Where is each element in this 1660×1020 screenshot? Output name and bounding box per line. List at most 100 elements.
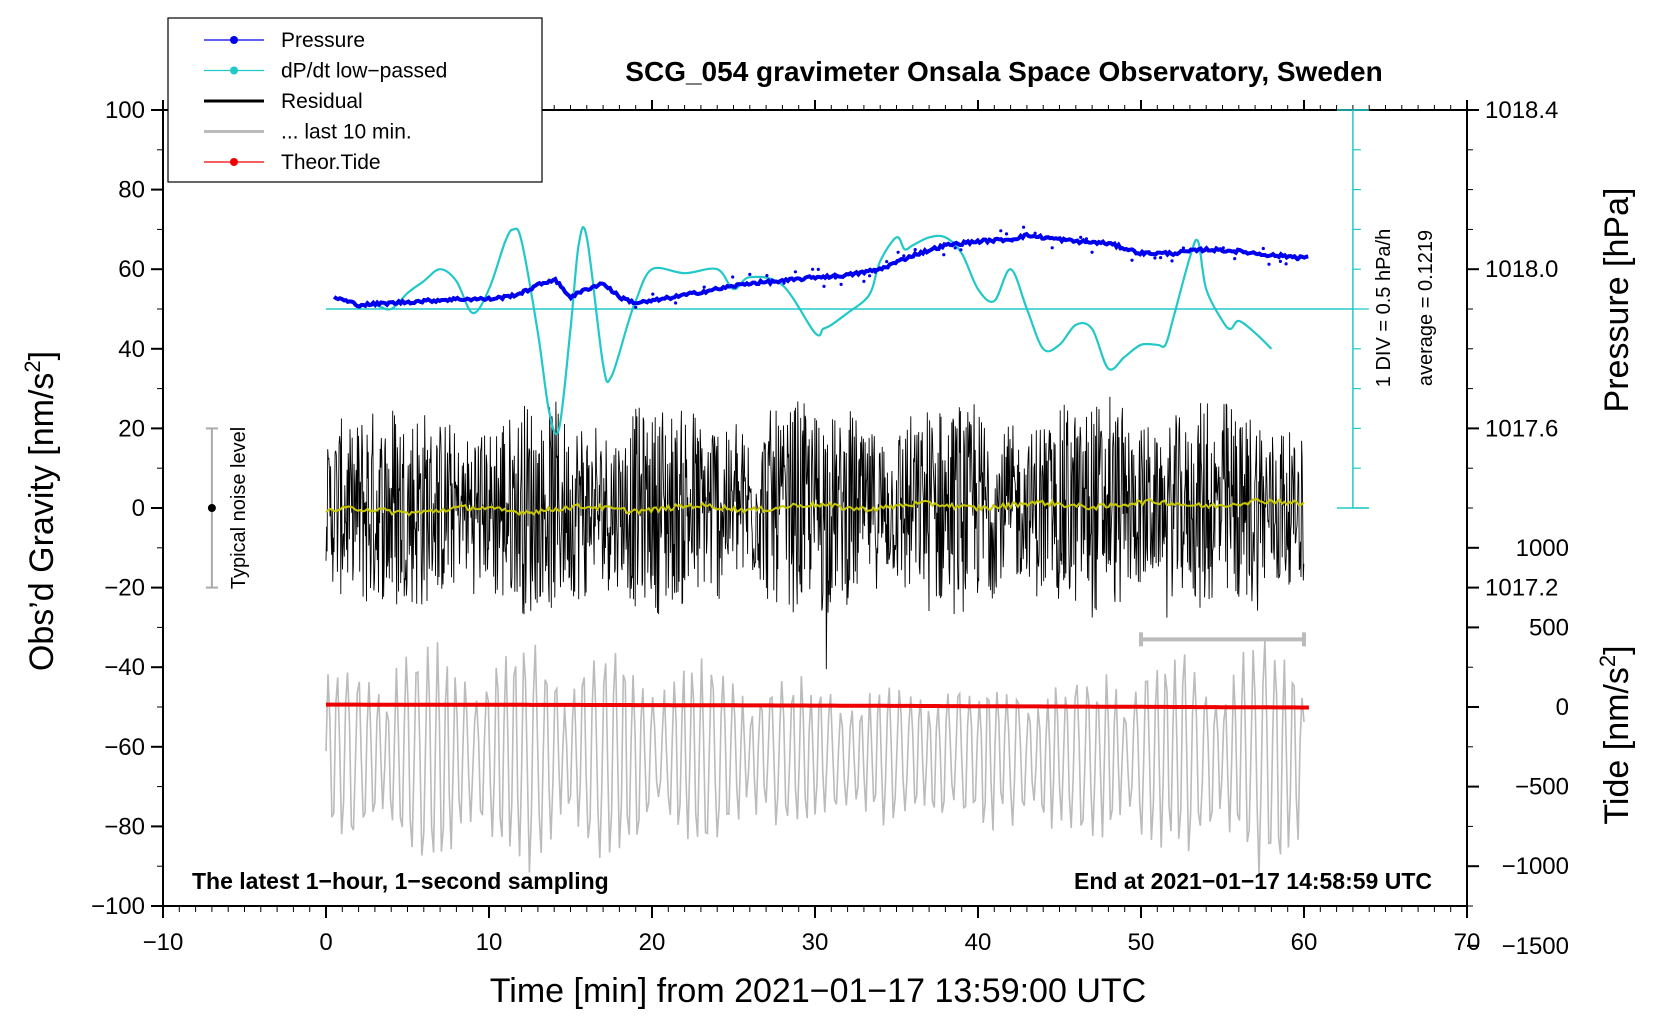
residual-line: [325, 396, 1305, 670]
legend-marker: [230, 158, 238, 166]
pressure-point: [862, 279, 866, 283]
pressure-point: [702, 285, 706, 289]
pressure-point: [1022, 225, 1026, 229]
legend-label: ... last 10 min.: [281, 121, 412, 144]
legend-label: Residual: [281, 90, 363, 113]
pressure-point: [1090, 250, 1094, 254]
pressure-point: [1181, 246, 1185, 250]
pressure-point: [1050, 246, 1054, 250]
note-bottom-left: The latest 1−hour, 1−second sampling: [192, 868, 609, 894]
residual-smoothed-line: [325, 497, 1305, 517]
pressure-point: [1010, 239, 1014, 243]
pressure-point: [634, 305, 638, 309]
pressure-point: [1147, 250, 1151, 254]
tide-tick-label: −1500: [1502, 933, 1569, 960]
pressure-point: [1153, 256, 1157, 260]
legend-label: Pressure: [281, 29, 365, 52]
tide-tick-label: 0: [1556, 694, 1569, 721]
pressure-point: [759, 279, 763, 283]
pressure-point: [776, 281, 780, 285]
tide-tick-label: 1000: [1516, 535, 1569, 562]
pressure-point: [674, 301, 678, 305]
dpdt-series: [326, 109, 1369, 509]
pressure-point: [1084, 237, 1088, 241]
pressure-point: [822, 284, 826, 288]
noise-level-label: Typical noise level: [228, 427, 250, 589]
legend: Pressure dP/dt low−passed Residual ... last…: [167, 17, 543, 183]
pressure-point: [1250, 251, 1254, 255]
pressure-tick-label: 1018.0: [1485, 256, 1558, 283]
tide-tick-label: −500: [1515, 774, 1569, 801]
last10-line: [325, 640, 1305, 875]
y-axis-left: 100 80 60 40 20 0 −20 −40 −60 −80 −100: [91, 97, 163, 920]
y-axis-pressure-label: Pressure [hPa]: [1598, 188, 1636, 413]
tide-tick-label: −1000: [1502, 853, 1569, 880]
x-tick-label: 40: [965, 929, 992, 956]
x-tick-label: 60: [1291, 929, 1318, 956]
y-axis-left-label: Obs’d Gravity [nm/s2]: [20, 351, 61, 671]
pressure-point: [1267, 262, 1271, 266]
legend-marker: [230, 36, 238, 44]
pressure-point: [1261, 246, 1265, 251]
pressure-point: [1124, 247, 1128, 252]
pressure-point: [1130, 258, 1134, 262]
tide-line: [326, 702, 1309, 710]
y-tick-label: 100: [105, 97, 145, 124]
tide-series: [326, 702, 1309, 710]
y-tick-label: −80: [104, 813, 145, 840]
pressure-point: [811, 267, 815, 271]
y-tick-label: 40: [118, 336, 145, 363]
pressure-point: [873, 270, 877, 274]
legend-label: Theor.Tide: [281, 151, 381, 174]
pressure-point: [742, 283, 746, 287]
chart-title: SCG_054 gravimeter Onsala Space Observat…: [625, 56, 1382, 87]
y-axis-right: 1018.4 1018.0 1017.6 1017.2 1000 500 0 −500 −100…: [1467, 97, 1569, 960]
pressure-point: [839, 282, 843, 286]
pressure-point: [651, 292, 655, 296]
residual-smoothed-series: [325, 497, 1305, 517]
y-tick-label: −100: [91, 893, 145, 920]
pressure-point: [765, 274, 769, 278]
y-tick-label: 80: [118, 177, 145, 204]
pressure-point: [885, 260, 889, 264]
pressure-point: [725, 285, 729, 289]
note-bottom-right: End at 2021−01−17 14:58:59 UTC: [1074, 868, 1432, 894]
dpdt-line: [358, 226, 1273, 436]
pressure-point: [1221, 246, 1225, 250]
pressure-point: [816, 267, 820, 271]
x-tick-label: 10: [476, 929, 503, 956]
last10-series: [325, 640, 1305, 875]
x-tick-label: 50: [1128, 929, 1155, 956]
pressure-point: [1295, 258, 1300, 262]
pressure-point: [1198, 248, 1203, 252]
pressure-point: [731, 275, 735, 279]
pressure-tick-label: 1017.6: [1485, 415, 1558, 442]
pressure-point: [896, 250, 900, 254]
pressure-point: [913, 248, 917, 252]
x-axis: −10 0 10 20 30 40 50 60 70: [143, 100, 1481, 956]
pressure-point: [1233, 257, 1237, 261]
annotations: [205, 427, 1306, 647]
legend-label: dP/dt low−passed: [281, 60, 447, 83]
x-tick-label: 70: [1454, 929, 1481, 956]
pressure-line: [332, 231, 1309, 309]
pressure-point: [1284, 262, 1288, 266]
pressure-point: [953, 246, 957, 250]
pressure-point: [1278, 259, 1282, 263]
x-tick-label: −10: [143, 929, 184, 956]
y-tick-label: −20: [104, 575, 145, 602]
x-tick-label: 30: [802, 929, 829, 956]
pressure-point: [1044, 236, 1049, 240]
pressure-point: [736, 282, 741, 286]
pressure-point: [902, 254, 906, 258]
x-tick-label: 20: [639, 929, 666, 956]
pressure-point: [1033, 231, 1037, 235]
pressure-point: [1079, 235, 1083, 239]
legend-marker: [230, 66, 238, 75]
pressure-point: [793, 270, 798, 274]
pressure-point: [828, 276, 832, 280]
x-axis-label: Time [min] from 2021−01−17 13:59:00 UTC: [490, 972, 1146, 1010]
pressure-point: [959, 248, 963, 252]
y-tick-label: 20: [118, 415, 145, 442]
